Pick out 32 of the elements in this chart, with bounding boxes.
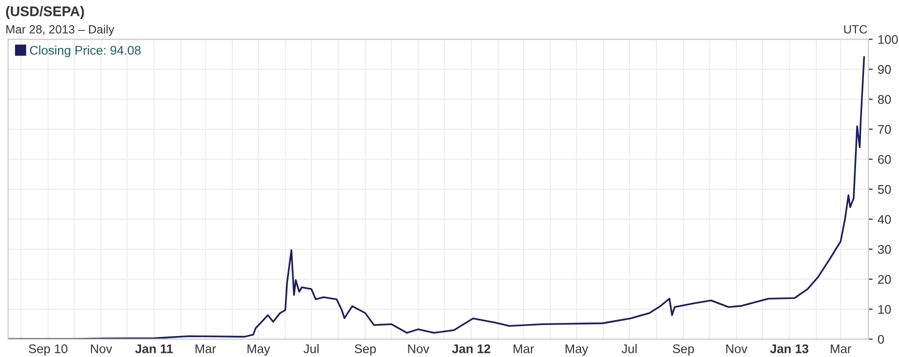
x-tick-label: Nov: [90, 344, 112, 354]
y-tick-label: 50: [878, 185, 891, 194]
y-tick-label: 20: [878, 274, 891, 284]
y-tick-label: 10: [878, 304, 891, 314]
y-tick-label: 60: [878, 155, 891, 164]
y-tick-label: 80: [878, 95, 891, 104]
line-series: [8, 56, 865, 340]
chart-title: (USD/SEPA): [6, 6, 84, 19]
x-tick-label: Mar: [196, 344, 216, 354]
x-tick-label: Jul: [622, 344, 637, 354]
x-tick-label: Mar: [514, 344, 534, 354]
legend-label: Closing Price: 94.08: [30, 46, 141, 58]
y-tick-label: 30: [878, 244, 891, 254]
x-tick-label: Mar: [830, 344, 852, 354]
y-tick-label: 90: [878, 65, 891, 74]
x-tick-label: May: [566, 344, 588, 356]
text: UTC: [844, 25, 868, 34]
y-tick-label: 0: [878, 334, 884, 344]
x-tick-label: Sep: [354, 344, 376, 356]
y-tick-label: 70: [878, 125, 891, 134]
x-tick-label: Jan 13: [770, 344, 808, 354]
x-tick-label: Nov: [726, 344, 748, 354]
y-tick-label: 100: [878, 35, 898, 44]
chart-subtitle: Mar 28, 2013 – Daily: [6, 24, 114, 36]
y-tick-label: 40: [878, 215, 891, 224]
x-tick-label: Jan 11: [135, 344, 173, 354]
x-tick-label: Jul: [304, 344, 319, 354]
x-tick-label: Sep 10: [28, 344, 68, 356]
x-tick-label: Sep: [672, 344, 694, 356]
x-tick-label: May: [248, 344, 270, 356]
x-tick-label: Jan 12: [452, 344, 490, 354]
x-tick-label: Nov: [408, 344, 430, 354]
